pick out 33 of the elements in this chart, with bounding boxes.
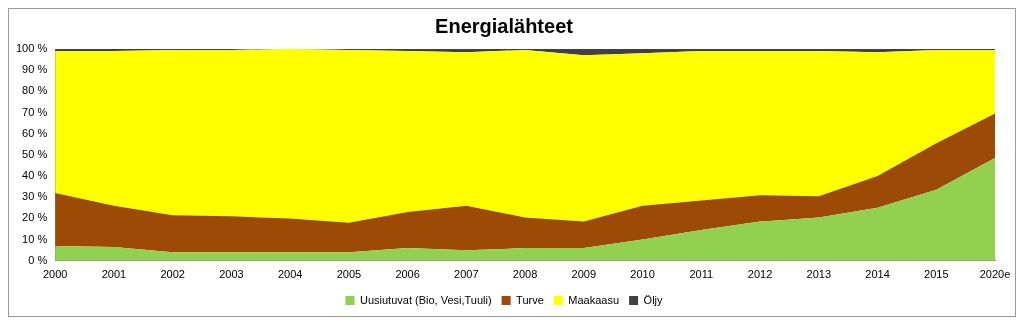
legend-label: Turve [516, 293, 544, 306]
x-tick-label: 2013 [806, 268, 832, 281]
x-tick-label: 2006 [395, 268, 420, 281]
x-tick-label: 2011 [689, 268, 714, 281]
x-tick-label: 2003 [219, 268, 244, 281]
y-tick-label: 70 % [22, 105, 48, 118]
x-tick-label: 2008 [512, 268, 538, 281]
y-tick-label: 60 % [22, 126, 48, 139]
y-tick-label: 30 % [22, 190, 48, 203]
x-tick-label: 2007 [454, 268, 479, 281]
x-tick-label: 2010 [630, 268, 655, 281]
y-tick-label: 0 % [28, 253, 48, 266]
legend-label: Uusiutuvat (Bio, Vesi,Tuuli) [359, 293, 492, 306]
x-tick-label: 2002 [160, 268, 185, 281]
chart-title: Energialähteet [435, 14, 574, 37]
y-tick-label: 40 % [22, 169, 48, 182]
legend-label: Maakaasu [568, 293, 620, 306]
y-tick-label: 10 % [22, 232, 48, 245]
x-tick-label: 2001 [101, 268, 127, 281]
y-tick-label: 100 % [15, 42, 48, 55]
x-tick-label: 2004 [277, 268, 303, 281]
x-tick-label: 2015 [924, 268, 949, 281]
y-tick-label: 20 % [22, 211, 48, 224]
x-tick-label: 2014 [865, 268, 890, 281]
legend-label: Öljy [643, 293, 664, 306]
x-tick-label: 2009 [571, 268, 597, 281]
x-tick-label: 2020e [979, 268, 1011, 281]
x-tick-label: 2005 [336, 268, 362, 281]
x-tick-label: 2000 [42, 268, 68, 281]
y-tick-label: 50 % [22, 147, 48, 160]
y-tick-label: 90 % [22, 63, 48, 76]
y-tick-label: 80 % [22, 84, 48, 97]
x-tick-label: 2012 [747, 268, 773, 281]
